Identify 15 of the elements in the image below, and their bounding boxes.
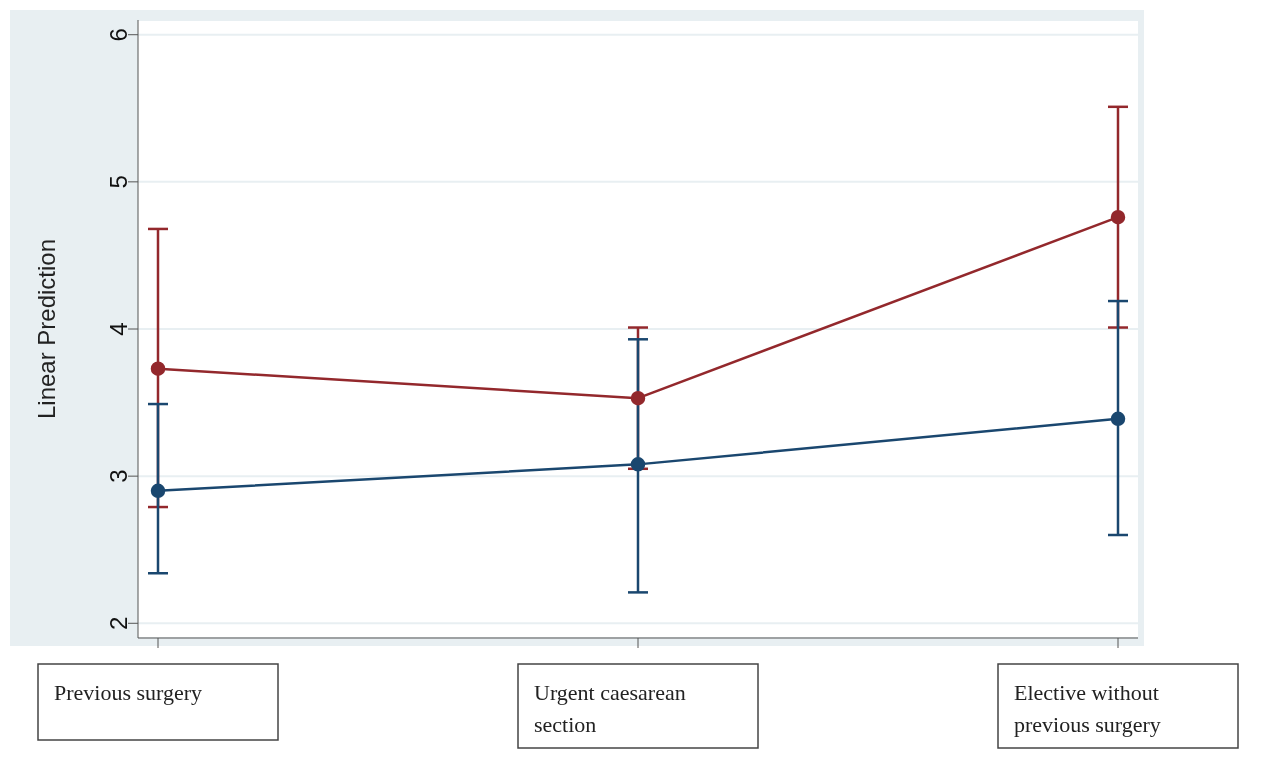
point bbox=[1110, 209, 1126, 225]
point bbox=[150, 361, 166, 376]
x-tick-label: Previous surgery bbox=[54, 680, 203, 705]
x-tick-label: Elective without previous surgery bbox=[1014, 680, 1161, 737]
y-tick-label: 4 bbox=[104, 322, 132, 336]
point bbox=[150, 483, 166, 499]
x-tick-label: Urgent caesarean section bbox=[534, 680, 686, 737]
point bbox=[630, 457, 646, 472]
point bbox=[1110, 411, 1126, 427]
y-tick-label: 5 bbox=[104, 175, 132, 189]
y-tick-label: 2 bbox=[104, 616, 132, 630]
y-tick-label: 6 bbox=[104, 28, 132, 42]
y-axis-title: Linear Prediction bbox=[32, 238, 60, 420]
point bbox=[630, 390, 646, 406]
y-tick-label: 3 bbox=[104, 469, 132, 483]
